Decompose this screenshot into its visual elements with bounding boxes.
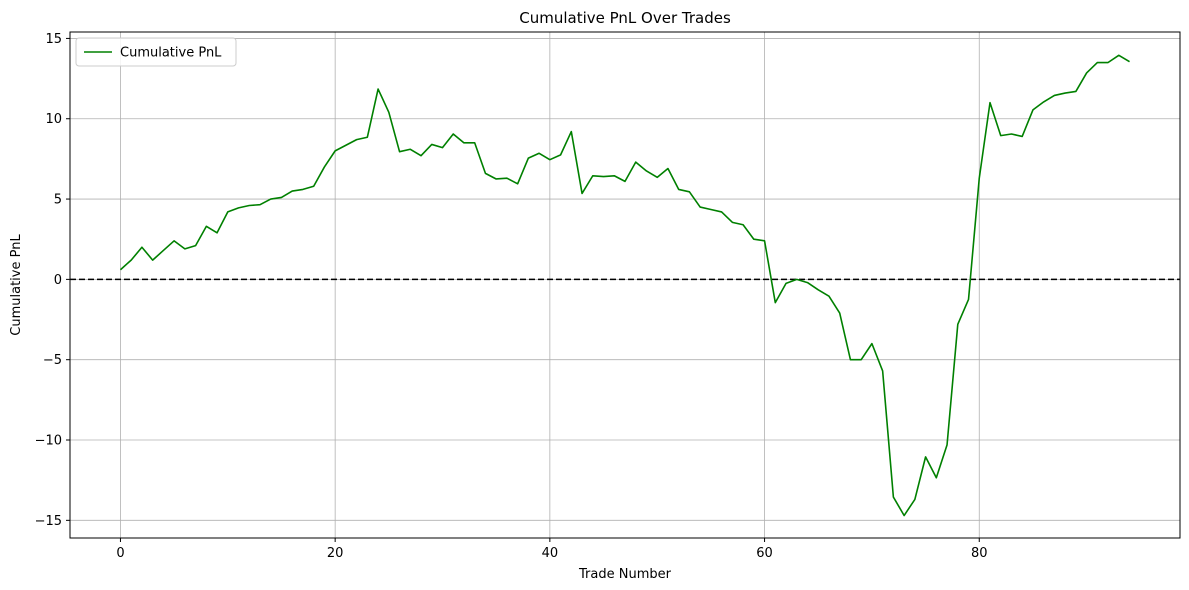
y-tick-label: −5 [43,353,62,368]
legend-box [75,37,237,67]
x-tick-label: 0 [116,546,124,561]
x-tick-label: 40 [542,546,559,561]
y-axis-label: Cumulative PnL [9,234,24,336]
y-axis-ticks: −15 −10 −5 0 5 10 15 [35,32,70,529]
series-group [119,54,1130,517]
legend: Cumulative PnL [75,37,237,67]
chart-title: Cumulative PnL Over Trades [519,9,731,27]
x-tick-label: 20 [327,546,344,561]
x-axis-label: Trade Number [578,567,672,582]
series-line-cumulative-pnl [119,54,1130,517]
x-tick-label: 80 [971,546,988,561]
y-tick-label: 5 [54,193,62,208]
y-tick-label: 15 [45,32,62,47]
grid-lines [70,32,1180,538]
x-axis-ticks: 0 20 40 60 80 [116,538,988,561]
y-tick-label: −15 [35,514,62,529]
x-tick-label: 60 [756,546,773,561]
y-tick-label: 0 [54,273,62,288]
y-tick-label: −10 [35,434,62,449]
legend-label: Cumulative PnL [120,46,222,61]
plot-frame [69,31,1181,539]
y-tick-label: 10 [45,112,62,127]
